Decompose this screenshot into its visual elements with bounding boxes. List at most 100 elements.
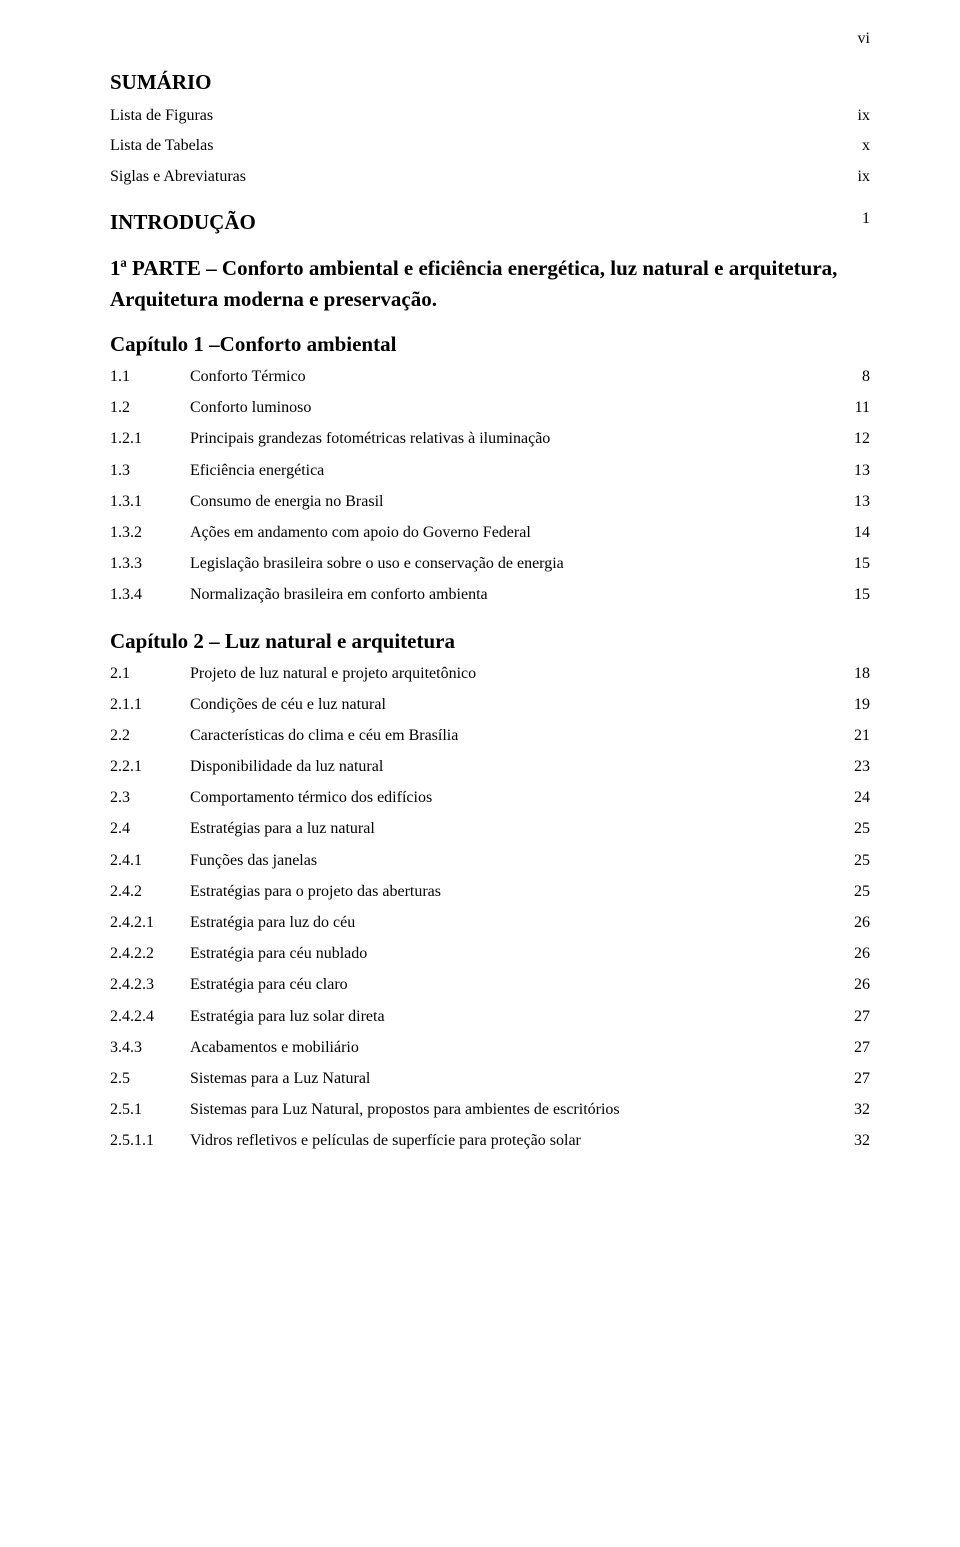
front-matter-page: ix [830,162,870,192]
toc-number: 2.2 [110,720,190,751]
toc-number: 2.4.2 [110,876,190,907]
toc-number: 3.4.3 [110,1032,190,1063]
front-matter-row: Lista de Figurasix [110,101,870,131]
toc-page: 23 [834,751,870,782]
front-matter-page: ix [830,101,870,131]
front-matter-label: Lista de Tabelas [110,131,830,161]
toc-title: Funções das janelas [190,845,834,876]
toc-row: 2.4.1Funções das janelas25 [110,845,870,876]
toc-row: 1.2Conforto luminoso11 [110,392,870,423]
toc-page: 15 [834,548,870,579]
toc-number: 2.5.1.1 [110,1125,190,1156]
toc-number: 2.3 [110,782,190,813]
toc-title: Sistemas para a Luz Natural [190,1063,834,1094]
toc-page: 13 [834,486,870,517]
toc-title: Consumo de energia no Brasil [190,486,834,517]
toc-number: 2.4.2.4 [110,1001,190,1032]
toc-row: 2.1Projeto de luz natural e projeto arqu… [110,658,870,689]
toc-page: 25 [834,813,870,844]
toc-number: 2.4 [110,813,190,844]
toc-title: Eficiência energética [190,455,834,486]
toc-title: Estratégia para céu claro [190,969,834,1000]
toc-title: Sistemas para Luz Natural, propostos par… [190,1094,834,1125]
toc-page: 21 [834,720,870,751]
toc-number: 1.2 [110,392,190,423]
introducao-page: 1 [862,210,870,235]
toc-row: 2.5Sistemas para a Luz Natural27 [110,1063,870,1094]
front-matter-label: Siglas e Abreviaturas [110,162,830,192]
toc-row: 2.4.2.1Estratégia para luz do céu26 [110,907,870,938]
toc-page: 15 [834,579,870,610]
toc-title: Legislação brasileira sobre o uso e cons… [190,548,834,579]
toc-row: 1.3.1Consumo de energia no Brasil13 [110,486,870,517]
toc-row: 2.4.2.2Estratégia para céu nublado26 [110,938,870,969]
toc-row: 1.2.1Principais grandezas fotométricas r… [110,423,870,454]
front-matter-row: Siglas e Abreviaturasix [110,162,870,192]
toc-number: 2.4.2.1 [110,907,190,938]
toc-number: 1.1 [110,361,190,392]
toc-page: 24 [834,782,870,813]
toc-row: 1.3.4Normalização brasileira em conforto… [110,579,870,610]
toc-title: Condições de céu e luz natural [190,689,834,720]
toc-row: 2.4.2.3Estratégia para céu claro26 [110,969,870,1000]
introducao-row: INTRODUÇÃO 1 [110,210,870,235]
toc-title: Ações em andamento com apoio do Governo … [190,517,834,548]
chapter1-list: 1.1Conforto Térmico81.2Conforto luminoso… [110,361,870,611]
front-matter-row: Lista de Tabelasx [110,131,870,161]
toc-page: 26 [834,938,870,969]
toc-title: Estratégias para a luz natural [190,813,834,844]
toc-page: 25 [834,876,870,907]
toc-row: 3.4.3Acabamentos e mobiliário27 [110,1032,870,1063]
toc-number: 2.1 [110,658,190,689]
toc-number: 2.5 [110,1063,190,1094]
toc-title: Estratégia para céu nublado [190,938,834,969]
chapter1-heading: Capítulo 1 –Conforto ambiental [110,332,870,357]
toc-page: 27 [834,1032,870,1063]
toc-page: 18 [834,658,870,689]
toc-number: 2.2.1 [110,751,190,782]
toc-row: 2.2.1Disponibilidade da luz natural23 [110,751,870,782]
toc-page: 19 [834,689,870,720]
toc-row: 2.5.1.1Vidros refletivos e películas de … [110,1125,870,1156]
toc-title: Comportamento térmico dos edifícios [190,782,834,813]
toc-title: Principais grandezas fotométricas relati… [190,423,834,454]
toc-page: 26 [834,969,870,1000]
toc-number: 1.3.1 [110,486,190,517]
toc-title: Normalização brasileira em conforto ambi… [190,579,834,610]
toc-page: 27 [834,1001,870,1032]
toc-row: 1.3Eficiência energética13 [110,455,870,486]
toc-page: 27 [834,1063,870,1094]
toc-number: 1.3.3 [110,548,190,579]
toc-page: 25 [834,845,870,876]
toc-page: 11 [834,392,870,423]
introducao-label: INTRODUÇÃO [110,210,256,235]
toc-title: Estratégia para luz solar direta [190,1001,834,1032]
toc-page: 26 [834,907,870,938]
toc-number: 2.4.2.2 [110,938,190,969]
toc-number: 2.4.1 [110,845,190,876]
toc-page: 12 [834,423,870,454]
toc-title: Conforto luminoso [190,392,834,423]
toc-row: 2.4.2Estratégias para o projeto das aber… [110,876,870,907]
toc-title: Disponibilidade da luz natural [190,751,834,782]
toc-row: 2.5.1Sistemas para Luz Natural, proposto… [110,1094,870,1125]
toc-number: 1.2.1 [110,423,190,454]
toc-number: 2.1.1 [110,689,190,720]
toc-page: 32 [834,1094,870,1125]
document-page: vi SUMÁRIO Lista de FigurasixLista de Ta… [0,0,960,1217]
toc-number: 2.5.1 [110,1094,190,1125]
toc-number: 1.3.2 [110,517,190,548]
toc-title: Projeto de luz natural e projeto arquite… [190,658,834,689]
toc-row: 1.3.2Ações em andamento com apoio do Gov… [110,517,870,548]
page-number: vi [858,30,870,48]
chapter2-list: 2.1Projeto de luz natural e projeto arqu… [110,658,870,1157]
toc-row: 1.1Conforto Térmico8 [110,361,870,392]
toc-row: 2.4.2.4Estratégia para luz solar direta2… [110,1001,870,1032]
toc-page: 13 [834,455,870,486]
toc-number: 1.3 [110,455,190,486]
toc-number: 2.4.2.3 [110,969,190,1000]
toc-row: 2.1.1Condições de céu e luz natural19 [110,689,870,720]
toc-title: Acabamentos e mobiliário [190,1032,834,1063]
toc-title: Características do clima e céu em Brasíl… [190,720,834,751]
toc-page: 14 [834,517,870,548]
